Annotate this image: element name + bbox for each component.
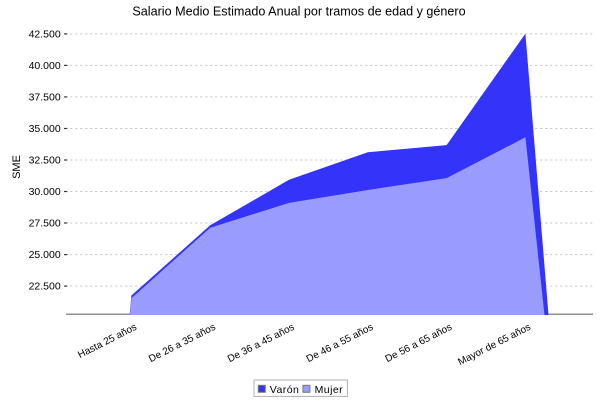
svg-text:32.500: 32.500: [29, 155, 61, 167]
svg-text:Varón: Varón: [270, 384, 300, 396]
svg-text:30.000: 30.000: [29, 186, 61, 198]
svg-text:Mujer: Mujer: [315, 384, 344, 396]
svg-text:40.000: 40.000: [29, 60, 61, 72]
svg-text:22.500: 22.500: [29, 281, 61, 293]
svg-text:SME: SME: [11, 155, 23, 179]
svg-text:35.000: 35.000: [29, 123, 61, 135]
svg-text:Salario Medio Estimado Anual p: Salario Medio Estimado Anual por tramos …: [132, 4, 465, 18]
svg-text:27.500: 27.500: [29, 218, 61, 230]
svg-text:25.000: 25.000: [29, 249, 61, 261]
svg-text:42.500: 42.500: [29, 28, 61, 40]
svg-text:37.500: 37.500: [29, 91, 61, 103]
